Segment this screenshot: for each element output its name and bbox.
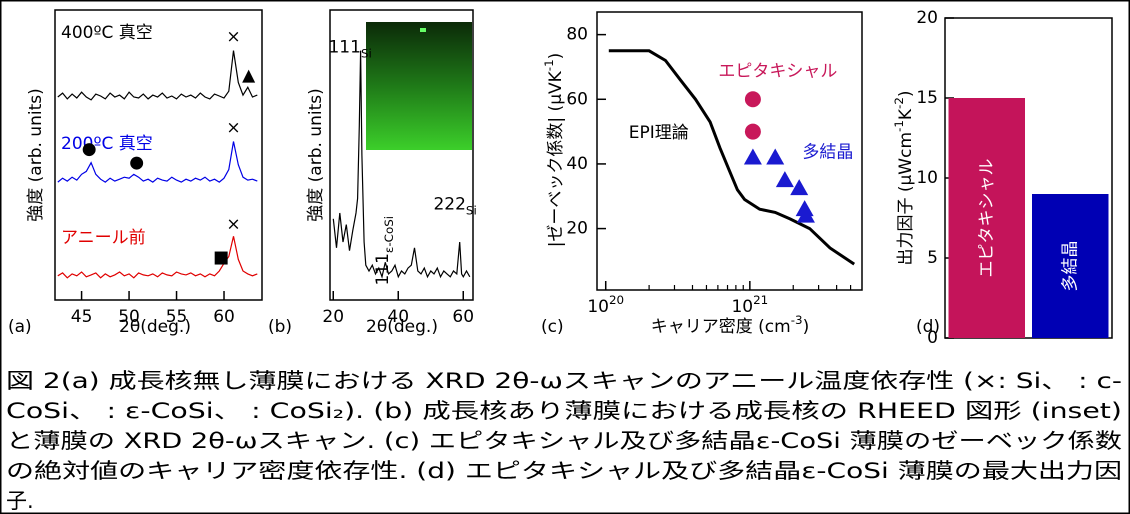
annotation-part: ● [82,139,97,159]
x-tick-label: 1021 [731,293,768,318]
x-tick-label: 20 [322,307,344,327]
y-tick-label: 20 [916,8,938,28]
data-point [744,148,762,164]
annotation: 111ε-CoSi [373,216,396,286]
y-axis-title-part: ) [896,90,916,97]
x-axis-title-part: ) [803,317,810,337]
rheed-spot [420,28,426,32]
annotation-part: ε-CoSi [381,216,395,253]
series-label: 多結晶 [802,142,853,162]
y-axis-title-part: -2 [892,97,906,109]
y-tick-label: 60 [566,89,588,109]
bar-label: 多結晶 [1060,241,1080,292]
data-point [790,179,808,195]
panel-label: (c) [541,317,564,337]
annotation: ● [82,139,97,159]
annotation: × [226,118,240,138]
y-tick-label: 20 [566,219,588,239]
annotation-part: ■ [213,247,229,267]
annotation-part: ▲ [242,66,256,86]
x-tick-label: 60 [452,307,474,327]
series-label: EPI理論 [629,123,689,143]
annotation: ■ [213,247,229,267]
annotation: × [226,215,240,235]
annotation-part: ● [129,153,144,173]
x-axis-title-part: -3 [791,313,803,327]
y-tick-label: 80 [566,25,588,45]
y-tick-label: 15 [916,88,938,108]
series-label: 200ºC 真空 [61,134,153,154]
annotation: 111Si [328,38,371,61]
annotation-part: 111 [373,253,393,285]
y-axis-title: 強度 (arb. units) [306,88,326,221]
series-label: 400ºC 真空 [61,23,153,43]
annotation: ▲ [242,66,256,86]
series-label: アニール前 [61,228,146,248]
data-line [58,51,257,100]
annotation: ● [129,153,144,173]
x-axis-title: キャリア密度 (cm-3) [651,313,809,338]
y-axis-title: |ゼーベック係数| (μVK-1) [542,53,567,248]
panel-label: (a) [8,317,32,337]
annotation-part: 222 [433,194,465,214]
figure: (a)2θ(deg.)強度 (arb. units)45505560アニール前2… [0,0,1130,514]
y-axis-title-part: |ゼーベック係数| (μVK [546,70,566,247]
y-axis-title-part: ) [546,53,566,60]
annotation: 222Si [433,194,476,217]
annotation-part: Si [466,203,477,217]
x-tick-label: 60 [213,307,235,327]
rheed-inset [366,22,472,150]
x-axis-title-part: キャリア密度 (cm [651,317,791,337]
x-tick-label: 40 [387,307,409,327]
x-tick-label: 1020 [587,293,624,318]
x-tick-label-part: 10 [587,297,609,317]
bar-label: エピタキシャル [977,159,997,278]
annotation-part: × [226,27,240,47]
y-tick-label: 5 [927,248,938,268]
data-point [766,148,784,164]
panel-label: (b) [268,317,292,337]
annotation-part: × [226,215,240,235]
x-tick-label-part: 20 [609,293,624,307]
annotation-part: Si [361,46,372,60]
y-axis-title-part: -1 [892,120,906,132]
caption-line: CoSi、 : ε-CoSi、 : CoSi₂). (b) 成長核あり薄膜におけ… [6,399,1122,423]
data-point [745,91,761,107]
data-point [776,171,794,187]
caption-line: の絶対値のキャリア密度依存性. (d) エピタキシャル及び多結晶ε-CoSi 薄… [6,459,1122,483]
y-tick-label: 10 [916,168,938,188]
caption-line: 図 2(a) 成長核無し薄膜における XRD 2θ-ωスキャンのアニール温度依存… [6,369,1122,393]
y-axis-title: 出力因子 (μWcm-1K-2) [892,90,917,265]
y-tick-label: 0 [927,328,938,348]
caption-line: と薄膜の XRD 2θ-ωスキャン. (c) エピタキシャル及び多結晶ε-CoS… [6,429,1122,453]
y-tick-label: 40 [566,154,588,174]
x-tick-label-part: 10 [731,297,753,317]
y-axis-title-part: 出力因子 (μWcm [896,132,916,266]
y-axis-title-part: -1 [542,59,556,71]
data-point [745,124,761,140]
caption-line: 子. [6,489,34,513]
annotation: × [226,27,240,47]
annotation-part: × [226,118,240,138]
x-tick-label: 55 [166,307,188,327]
y-axis-title: 強度 (arb. units) [26,88,46,221]
x-tick-label-part: 21 [753,293,768,307]
x-tick-label: 45 [71,307,93,327]
x-tick-label: 50 [118,307,140,327]
series-label: エピタキシャル [718,61,837,81]
annotation-part: 111 [328,38,360,58]
